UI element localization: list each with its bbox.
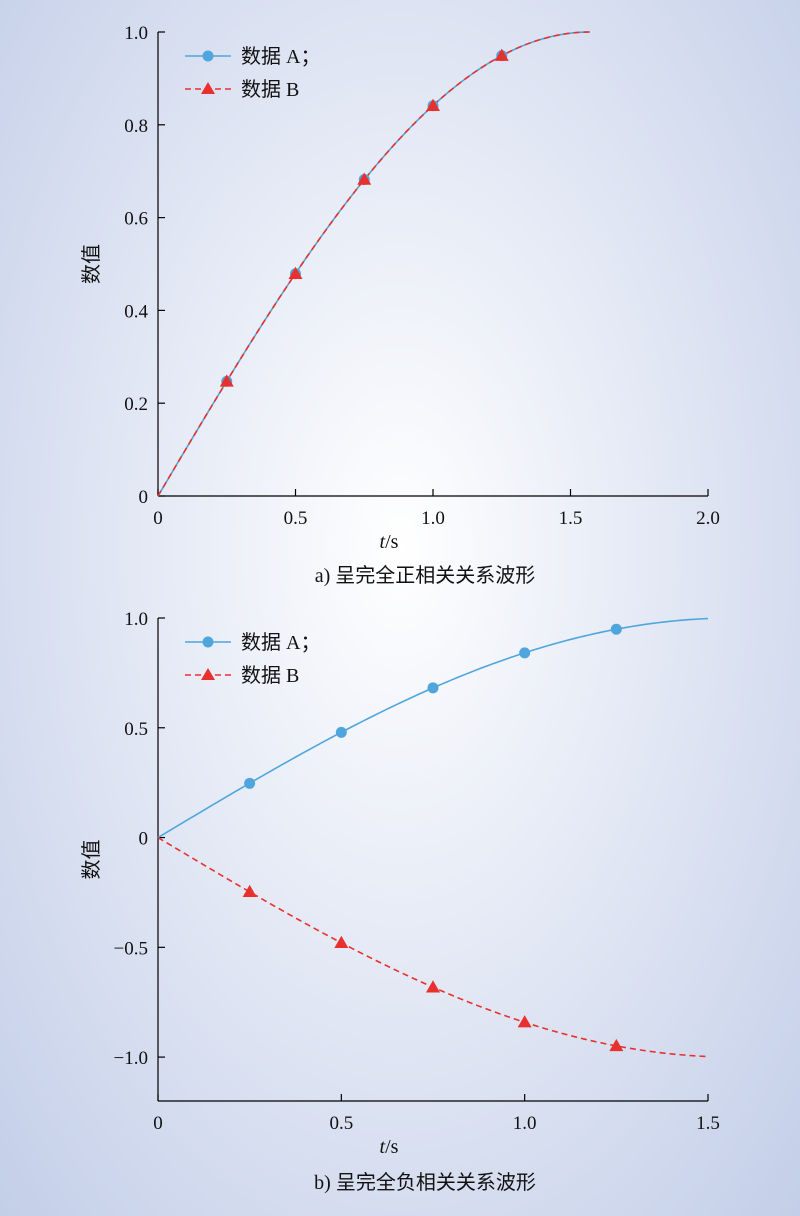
legend-label-a: 数据 A；: [241, 45, 320, 68]
y-tick-label: 0.4: [124, 301, 148, 322]
data-point-b: [517, 1015, 532, 1028]
y-tick-label: 0.8: [124, 116, 148, 137]
x-axis-title-var: t: [380, 531, 386, 553]
legend-marker-a: [202, 50, 214, 62]
x-tick-label: 0: [153, 508, 163, 529]
y-tick-label: 1.0: [124, 23, 148, 44]
data-point-b: [334, 935, 349, 948]
legend-label-b: 数据 B: [241, 664, 299, 687]
y-tick-label: 0: [139, 829, 149, 850]
x-tick-label: 1.0: [421, 508, 445, 529]
data-point-a: [610, 623, 622, 635]
y-axis-title: 数值: [80, 840, 103, 880]
x-tick-label: 1.0: [513, 1113, 537, 1134]
x-tick-label: 0: [153, 1113, 163, 1134]
data-point-a: [244, 777, 256, 789]
data-point-b: [609, 1038, 624, 1052]
x-tick-label: 0.5: [329, 1113, 353, 1134]
chart-caption: b) 呈完全负相关关系波形: [314, 1171, 536, 1194]
x-axis-title: t/s: [380, 1136, 399, 1158]
x-tick-label: 1.5: [696, 1113, 720, 1134]
x-axis-title: t/s: [380, 531, 399, 553]
data-point-a: [335, 726, 347, 738]
data-point-b: [426, 980, 440, 993]
chart-caption: a) 呈完全正相关关系波形: [315, 564, 536, 587]
y-axis-title: 数值: [80, 244, 103, 284]
data-point-b: [219, 374, 234, 387]
x-axis-title-unit: /s: [385, 531, 399, 553]
y-tick-label: −1.0: [114, 1048, 148, 1069]
legend-marker-b: [201, 82, 215, 94]
y-tick-label: 1.0: [124, 609, 148, 630]
x-tick-label: 0.5: [284, 508, 308, 529]
data-point-b: [357, 172, 372, 185]
y-tick-label: 0.5: [124, 719, 148, 740]
y-tick-label: 0.2: [124, 394, 148, 415]
legend-marker-b: [201, 668, 215, 680]
y-tick-label: 0: [139, 487, 149, 508]
y-tick-label: 0.6: [124, 209, 148, 230]
data-point-b: [242, 884, 257, 898]
data-point-a: [519, 647, 531, 659]
series-line-a: [157, 31, 590, 497]
legend-label-b: 数据 B: [241, 78, 299, 101]
series-line-b: [157, 836, 709, 1058]
y-tick-label: −0.5: [114, 938, 148, 959]
chart-negative-correlation: 0 0.5 1.0 1.5 −1.0 −0.5 0 0.5 1.0 t/s 数值 b) 呈完全负相关关…: [80, 609, 720, 1194]
x-tick-label: 1.5: [559, 508, 583, 529]
data-point-b: [288, 266, 303, 279]
legend-label-a: 数据 A；: [241, 631, 320, 654]
legend-marker-a: [202, 636, 214, 648]
x-axis-title-var: t: [380, 1136, 386, 1158]
data-point-b: [426, 98, 440, 112]
data-point-a: [427, 682, 439, 694]
chart-positive-correlation: 0 0.5 1.0 1.5 2.0 0 0.2 0.4 0.6 0.8 1.0 t/s 数值 a) 呈完全…: [80, 23, 720, 587]
x-tick-label: 2.0: [696, 508, 720, 529]
series-line-b: [157, 31, 590, 497]
data-point-b: [494, 48, 509, 61]
x-axis-title-unit: /s: [385, 1136, 399, 1158]
